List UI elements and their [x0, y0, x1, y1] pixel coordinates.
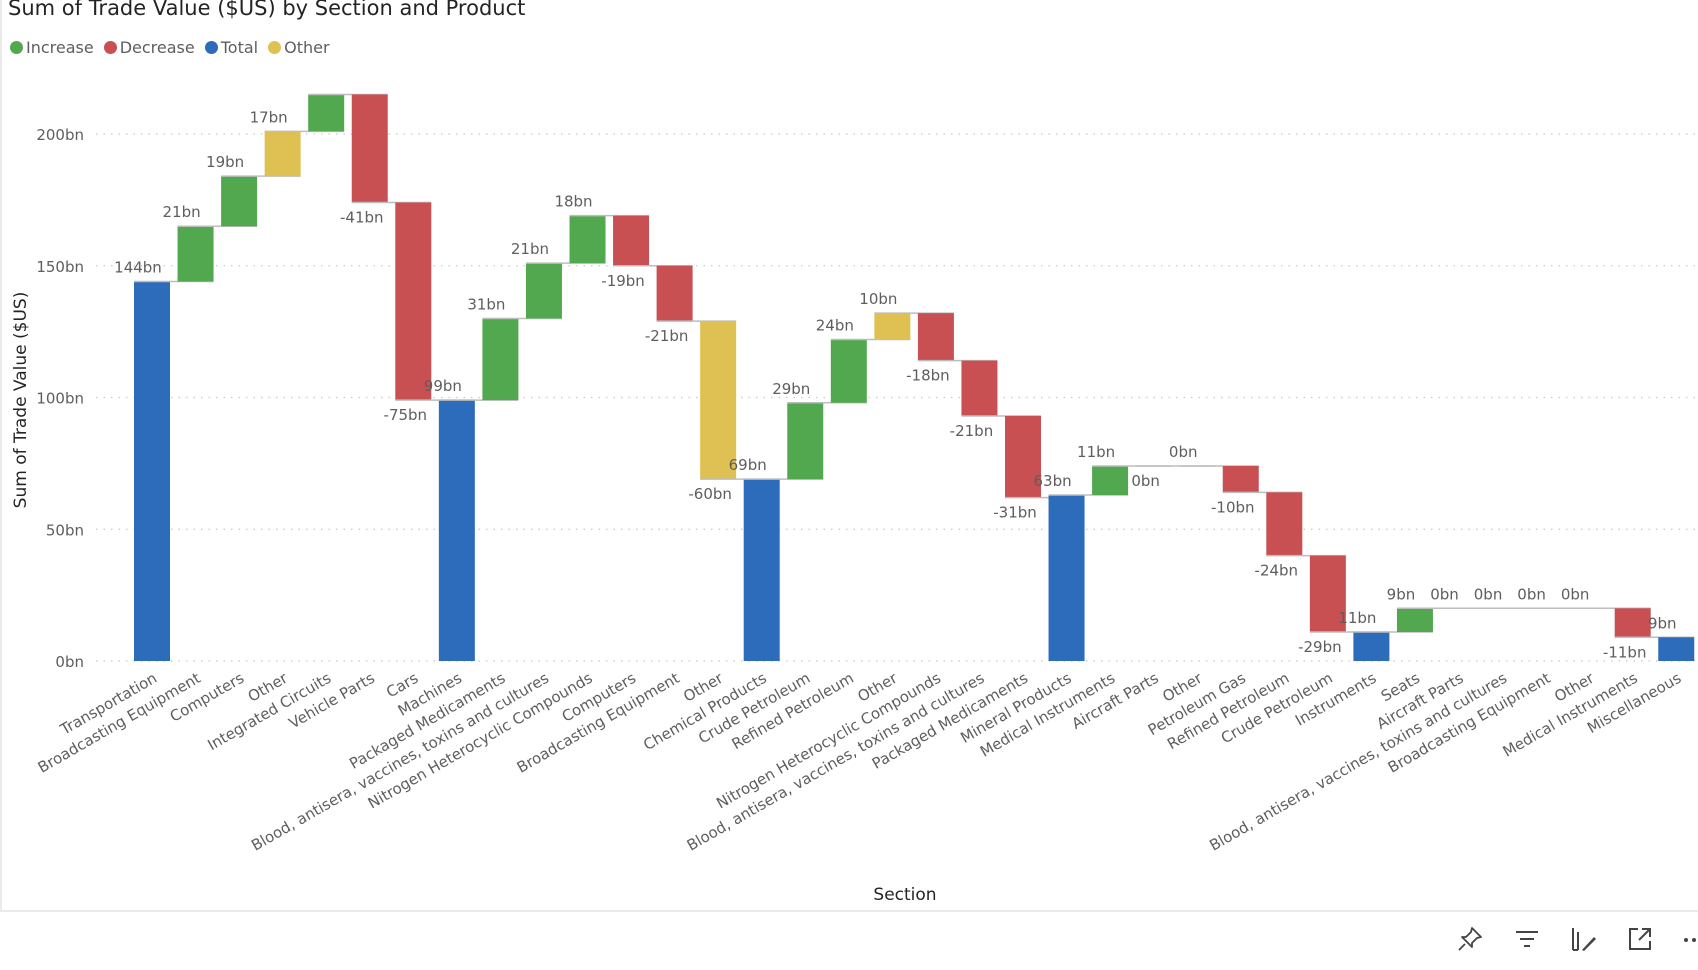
- bar-total: [1353, 632, 1390, 661]
- bar-increase: [1092, 466, 1129, 495]
- data-label: -75bn: [384, 406, 428, 424]
- data-label: 11bn: [1338, 609, 1376, 627]
- bar-increase: [569, 215, 606, 264]
- waterfall-chart: 0bn 50bn 100bn 150bn 200bn Sum of Trade Value…: [11, 93, 1698, 905]
- data-label: 19bn: [206, 153, 244, 171]
- focus-mode-icon[interactable]: [1625, 924, 1655, 954]
- format-visual-icon[interactable]: [1568, 924, 1598, 954]
- legend-item-other[interactable]: Other: [268, 38, 330, 57]
- data-label: -21bn: [950, 422, 994, 440]
- y-axis-title: Sum of Trade Value ($US): [11, 292, 31, 509]
- data-label: 18bn: [554, 193, 592, 211]
- data-label: 24bn: [816, 317, 854, 335]
- data-label: -10bn: [1211, 498, 1255, 516]
- data-label: 9bn: [1648, 614, 1677, 632]
- data-label: -19bn: [601, 272, 645, 290]
- bar-increase: [525, 263, 562, 319]
- visual-border: [0, 0, 2, 910]
- bar-increase: [482, 318, 519, 401]
- bar-decrease: [1614, 608, 1651, 638]
- bar-increase: [830, 339, 867, 403]
- legend-item-total[interactable]: Total: [204, 38, 259, 57]
- data-label: -11bn: [1603, 643, 1647, 661]
- more-options-icon[interactable]: [1680, 924, 1698, 954]
- bar-total: [1048, 494, 1085, 661]
- legend-label: Decrease: [119, 38, 195, 57]
- bar-decrease: [395, 202, 432, 401]
- bar-increase: [221, 176, 258, 227]
- legend-label: Total: [220, 38, 259, 57]
- legend-item-decrease[interactable]: Decrease: [103, 38, 195, 57]
- data-label: 21bn: [511, 240, 549, 258]
- data-label: 0bn: [1517, 585, 1546, 603]
- data-label: -31bn: [993, 504, 1037, 522]
- data-label: 31bn: [467, 295, 505, 313]
- y-tick-label: 0bn: [55, 653, 84, 671]
- data-label: 0bn: [1474, 585, 1503, 603]
- legend: Increase Decrease Total Other: [10, 38, 330, 57]
- bar-total: [743, 479, 780, 661]
- bar-decrease: [1222, 466, 1259, 493]
- y-tick-label: 150bn: [36, 258, 84, 276]
- legend-item-increase[interactable]: Increase: [10, 38, 94, 57]
- bar-decrease: [1005, 415, 1041, 498]
- bar-decrease: [1266, 492, 1303, 556]
- data-label: 11bn: [1077, 443, 1115, 461]
- chart-title: Sum of Trade Value ($US) by Section and …: [8, 0, 526, 20]
- footer-divider: [0, 910, 1698, 912]
- bar-decrease: [613, 215, 650, 266]
- data-label: 0bn: [1430, 585, 1459, 603]
- x-axis-title: Section: [873, 885, 936, 905]
- bar-total: [438, 400, 475, 661]
- bar-decrease: [917, 313, 954, 361]
- bar-total: [1658, 637, 1695, 661]
- data-label: 17bn: [250, 108, 288, 126]
- data-label: -41bn: [340, 209, 384, 227]
- legend-marker: [268, 41, 282, 54]
- data-label: 29bn: [772, 380, 810, 398]
- bar-decrease: [1309, 555, 1346, 633]
- bar-increase: [1396, 608, 1433, 633]
- data-label: 21bn: [162, 203, 200, 221]
- legend-marker: [103, 41, 117, 54]
- data-label: 69bn: [729, 456, 767, 474]
- bar-increase: [308, 94, 345, 132]
- bar-decrease: [656, 265, 693, 322]
- data-label: 144bn: [114, 259, 162, 277]
- bar-total: [134, 281, 170, 661]
- y-tick-label: 50bn: [46, 521, 84, 539]
- y-tick-label: 100bn: [36, 390, 84, 408]
- bar-increase: [787, 402, 824, 480]
- data-label: -18bn: [906, 367, 950, 385]
- data-label: 0bn: [1561, 585, 1590, 603]
- data-label: -29bn: [1298, 638, 1342, 656]
- data-label: 9bn: [1387, 585, 1416, 603]
- bar-other: [874, 313, 911, 340]
- data-label: -24bn: [1255, 562, 1299, 580]
- data-label: 99bn: [424, 377, 462, 395]
- y-tick-label: 200bn: [36, 126, 84, 144]
- legend-marker: [10, 41, 23, 54]
- data-label: 0bn: [1169, 443, 1198, 461]
- bar-other: [700, 321, 737, 480]
- bar-decrease: [961, 360, 998, 416]
- data-label: 0bn: [1131, 472, 1160, 490]
- data-label: 10bn: [859, 290, 897, 308]
- legend-label: Other: [284, 38, 330, 57]
- data-label: 63bn: [1033, 472, 1071, 490]
- filter-icon[interactable]: [1512, 924, 1542, 954]
- data-label: -21bn: [645, 327, 689, 345]
- pin-icon[interactable]: [1455, 924, 1485, 954]
- data-label: -60bn: [688, 485, 732, 503]
- bar-increase: [177, 226, 214, 282]
- bar-decrease: [351, 94, 388, 203]
- bar-other: [264, 131, 301, 177]
- legend-marker: [204, 41, 218, 54]
- legend-label: Increase: [26, 38, 94, 57]
